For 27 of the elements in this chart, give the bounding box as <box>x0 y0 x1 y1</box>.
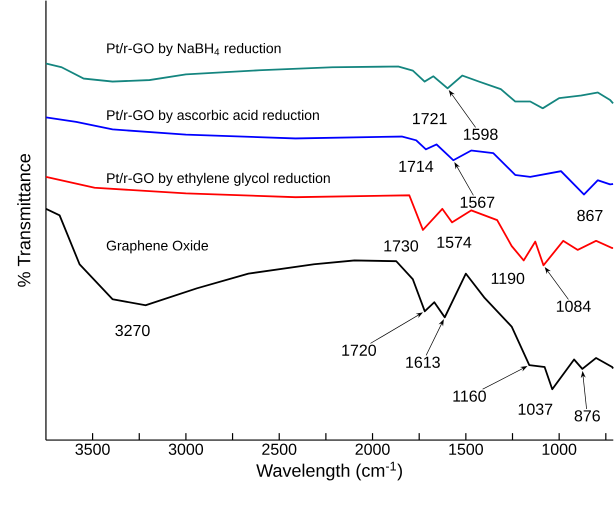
annotation: 1720 <box>342 344 376 356</box>
annotation: 1730 <box>384 240 418 252</box>
annotation: 1613 <box>406 356 440 368</box>
annotation: 1721 <box>413 112 447 124</box>
x-tick-label: 1000 <box>542 444 576 455</box>
annotation: 1598 <box>464 128 498 140</box>
annotation: 1567 <box>460 196 494 208</box>
annotation: 876 <box>574 410 600 422</box>
annotation: 1190 <box>492 272 524 284</box>
annotation: 3270 <box>115 324 150 336</box>
x-tick-label: 1500 <box>449 444 483 455</box>
annotation: 867 <box>577 210 602 222</box>
annotation: 1084 <box>556 300 591 312</box>
x-tick-label: 3500 <box>75 444 110 455</box>
annotation: 1714 <box>399 160 434 172</box>
series-label: Pt/r-GO by ascorbic acid reduction <box>107 110 319 123</box>
x-tick-label: 2500 <box>262 444 296 455</box>
annotation: 1037 <box>518 404 552 415</box>
x-axis-title: Wavelength (cm$^{-1}$) <box>256 462 402 480</box>
annotation: 1574 <box>437 236 472 248</box>
x-tick-label: 3000 <box>168 444 204 455</box>
series-label: Pt/r-GO by NaBH$_{4}$ reduction <box>107 42 281 56</box>
annotation: 1160 <box>453 390 486 402</box>
x-tick-label: 2000 <box>356 444 390 455</box>
series-label: Graphene Oxide <box>106 240 208 254</box>
series-label: Pt/r-GO by ethylene glycol reduction <box>107 172 330 186</box>
y-axis-title: % Transmittance <box>17 154 30 287</box>
